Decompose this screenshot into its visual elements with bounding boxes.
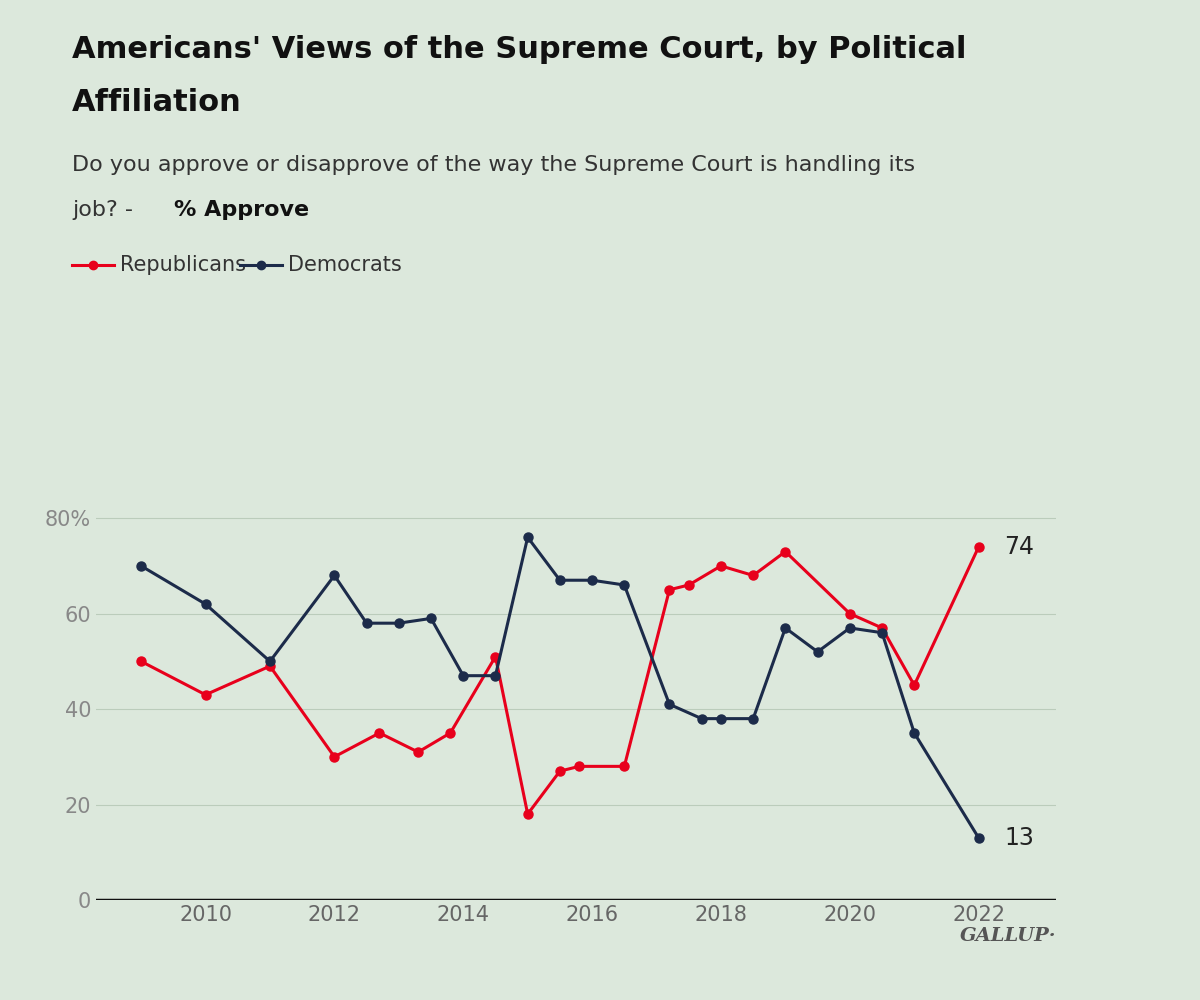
- Text: Democrats: Democrats: [288, 255, 402, 275]
- Text: Do you approve or disapprove of the way the Supreme Court is handling its: Do you approve or disapprove of the way …: [72, 155, 916, 175]
- Text: Americans' Views of the Supreme Court, by Political: Americans' Views of the Supreme Court, b…: [72, 35, 966, 64]
- Text: GALLUP·: GALLUP·: [960, 927, 1056, 945]
- Text: Republicans: Republicans: [120, 255, 246, 275]
- Text: job? -: job? -: [72, 200, 140, 220]
- Text: Affiliation: Affiliation: [72, 88, 241, 117]
- Text: 74: 74: [1004, 535, 1034, 559]
- Text: 13: 13: [1004, 826, 1034, 850]
- Text: % Approve: % Approve: [174, 200, 310, 220]
